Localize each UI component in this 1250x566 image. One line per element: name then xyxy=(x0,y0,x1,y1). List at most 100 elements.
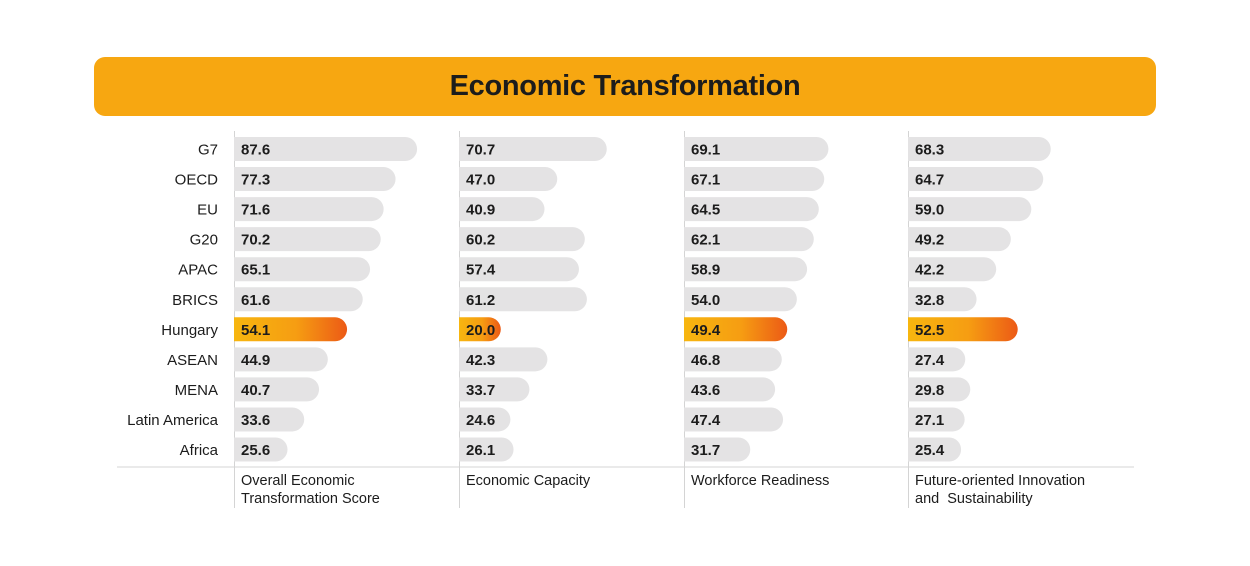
value-label: 27.1 xyxy=(915,412,944,429)
series-label: and Sustainability xyxy=(915,491,1033,507)
category-label: OECD xyxy=(175,172,219,189)
bar xyxy=(908,407,965,432)
series-label: Workforce Readiness xyxy=(691,473,829,489)
value-label: 69.1 xyxy=(691,142,720,159)
category-label: G20 xyxy=(190,232,218,249)
bar xyxy=(459,257,579,282)
value-label: 61.2 xyxy=(466,292,495,309)
chart-title: Economic Transformation xyxy=(449,70,801,102)
bar xyxy=(459,227,585,252)
value-label: 68.3 xyxy=(915,142,944,159)
value-label: 33.7 xyxy=(466,382,495,399)
highlight-bar xyxy=(908,317,1018,342)
bar xyxy=(908,347,966,372)
bar xyxy=(684,347,782,372)
bar xyxy=(908,437,962,462)
bar xyxy=(684,137,829,161)
value-label: 47.4 xyxy=(691,412,721,429)
bar xyxy=(908,377,971,402)
series-label: Future-oriented Innovation xyxy=(915,473,1085,489)
category-label: MENA xyxy=(175,382,218,399)
value-label: 40.9 xyxy=(466,202,495,219)
bar xyxy=(234,377,320,402)
bar xyxy=(684,257,808,282)
bar xyxy=(459,287,587,312)
value-label: 52.5 xyxy=(915,322,944,339)
value-label: 60.2 xyxy=(466,232,495,249)
bar xyxy=(908,257,997,282)
series-label: Transformation Score xyxy=(241,491,380,507)
bar xyxy=(459,347,548,372)
value-label: 64.7 xyxy=(915,172,944,189)
bar xyxy=(459,167,558,192)
category-label: ASEAN xyxy=(167,352,218,369)
value-label: 40.7 xyxy=(241,382,270,399)
value-label: 49.4 xyxy=(691,322,721,339)
highlight-bar xyxy=(459,317,501,342)
highlight-bar xyxy=(684,317,788,342)
category-label: APAC xyxy=(178,262,218,279)
category-label: Hungary xyxy=(161,322,218,339)
bar xyxy=(908,227,1011,252)
bar xyxy=(459,407,511,432)
bar xyxy=(234,137,418,161)
value-label: 27.4 xyxy=(915,352,945,369)
value-label: 42.2 xyxy=(915,262,944,279)
value-label: 29.8 xyxy=(915,382,944,399)
value-label: 24.6 xyxy=(466,412,495,429)
series-label: Economic Capacity xyxy=(466,473,591,489)
bar xyxy=(684,407,784,432)
bar xyxy=(908,197,1032,222)
value-label: 57.4 xyxy=(466,262,496,279)
value-label: 62.1 xyxy=(691,232,720,249)
value-label: 64.5 xyxy=(691,202,720,219)
value-label: 31.7 xyxy=(691,442,720,459)
value-label: 44.9 xyxy=(241,352,270,369)
value-label: 46.8 xyxy=(691,352,720,369)
bar xyxy=(234,197,384,222)
value-label: 61.6 xyxy=(241,292,270,309)
category-label: Africa xyxy=(180,442,219,459)
bar xyxy=(459,377,530,402)
value-label: 47.0 xyxy=(466,172,495,189)
bar xyxy=(908,137,1051,161)
value-label: 58.9 xyxy=(691,262,720,279)
bar xyxy=(234,227,381,252)
value-label: 70.7 xyxy=(466,142,495,159)
bar xyxy=(908,287,977,312)
bar xyxy=(459,437,514,462)
category-label: G7 xyxy=(198,142,218,159)
bar xyxy=(684,377,776,402)
value-label: 26.1 xyxy=(466,442,495,459)
bar xyxy=(684,167,825,192)
bar xyxy=(234,407,305,432)
bar xyxy=(459,137,607,161)
bar xyxy=(684,287,797,312)
value-label: 65.1 xyxy=(241,262,270,279)
bar xyxy=(234,257,371,282)
series-label: Overall Economic xyxy=(241,473,355,489)
value-label: 54.0 xyxy=(691,292,720,309)
bar xyxy=(234,287,363,312)
title-banner: Economic Transformation xyxy=(94,57,1156,116)
bar xyxy=(684,227,814,252)
value-label: 25.4 xyxy=(915,442,945,459)
category-label: Latin America xyxy=(127,412,219,429)
bar xyxy=(234,167,396,192)
value-label: 87.6 xyxy=(241,142,270,159)
value-label: 49.2 xyxy=(915,232,944,249)
value-label: 54.1 xyxy=(241,322,270,339)
value-label: 33.6 xyxy=(241,412,270,429)
value-label: 20.0 xyxy=(466,322,495,339)
bar xyxy=(908,167,1044,192)
value-label: 70.2 xyxy=(241,232,270,249)
value-label: 71.6 xyxy=(241,202,270,219)
bar xyxy=(684,437,751,462)
value-label: 77.3 xyxy=(241,172,270,189)
bar xyxy=(234,437,288,462)
category-label: BRICS xyxy=(172,292,218,309)
highlight-bar xyxy=(234,317,348,342)
value-label: 67.1 xyxy=(691,172,720,189)
bar xyxy=(234,347,328,372)
